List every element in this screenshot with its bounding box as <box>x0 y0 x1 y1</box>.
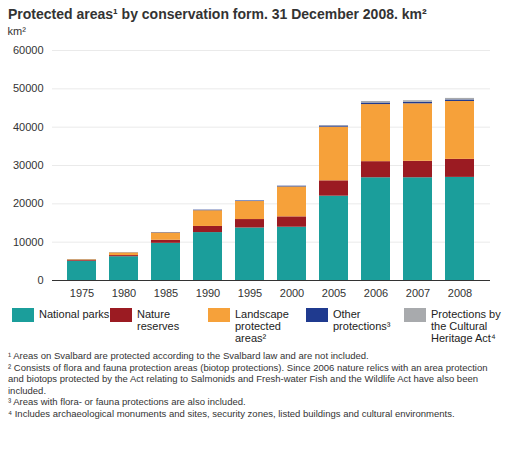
svg-text:40000: 40000 <box>13 121 44 133</box>
svg-text:1995: 1995 <box>238 287 262 299</box>
svg-text:km²: km² <box>8 25 27 37</box>
html-text:Nature reserves: Nature reserves <box>137 308 180 332</box>
svg-text:60000: 60000 <box>13 44 44 56</box>
svg-text:2006: 2006 <box>364 287 388 299</box>
svg-text:1980: 1980 <box>112 287 136 299</box>
html-text:Other protections³: Other protections³ <box>333 308 391 332</box>
svg-text:2008: 2008 <box>448 287 472 299</box>
html-text:Protected areas¹ by conservati: Protected areas¹ by conservation form. 3… <box>8 6 427 22</box>
html-text:National parks: National parks <box>39 308 110 320</box>
html-text:² Consists of flora and fauna: ² Consists of flora and fauna protection… <box>8 361 488 396</box>
svg-text:10000: 10000 <box>13 236 44 248</box>
svg-text:2005: 2005 <box>322 287 346 299</box>
svg-text:1990: 1990 <box>196 287 220 299</box>
svg-text:1975: 1975 <box>70 287 94 299</box>
svg-text:2000: 2000 <box>280 287 304 299</box>
html-text:Protections by the Cultural He: Protections by the Cultural Heritage Act… <box>431 308 501 344</box>
html-text:³ Areas with flora- or fauna p: ³ Areas with flora- or fauna protections… <box>8 396 246 407</box>
svg-text:2007: 2007 <box>406 287 430 299</box>
svg-text:1985: 1985 <box>154 287 178 299</box>
html-text:⁴ Includes archaeological monu: ⁴ Includes archaeological monuments and … <box>8 407 455 419</box>
svg-text:0: 0 <box>37 274 43 286</box>
svg-text:50000: 50000 <box>13 82 44 94</box>
svg-text:20000: 20000 <box>13 197 44 209</box>
html-text:Landscape protected areas²: Landscape protected areas² <box>235 308 289 344</box>
svg-text:30000: 30000 <box>13 159 44 171</box>
html-text:¹ Areas on Svalbard are protec: ¹ Areas on Svalbard are protected accord… <box>8 350 369 361</box>
